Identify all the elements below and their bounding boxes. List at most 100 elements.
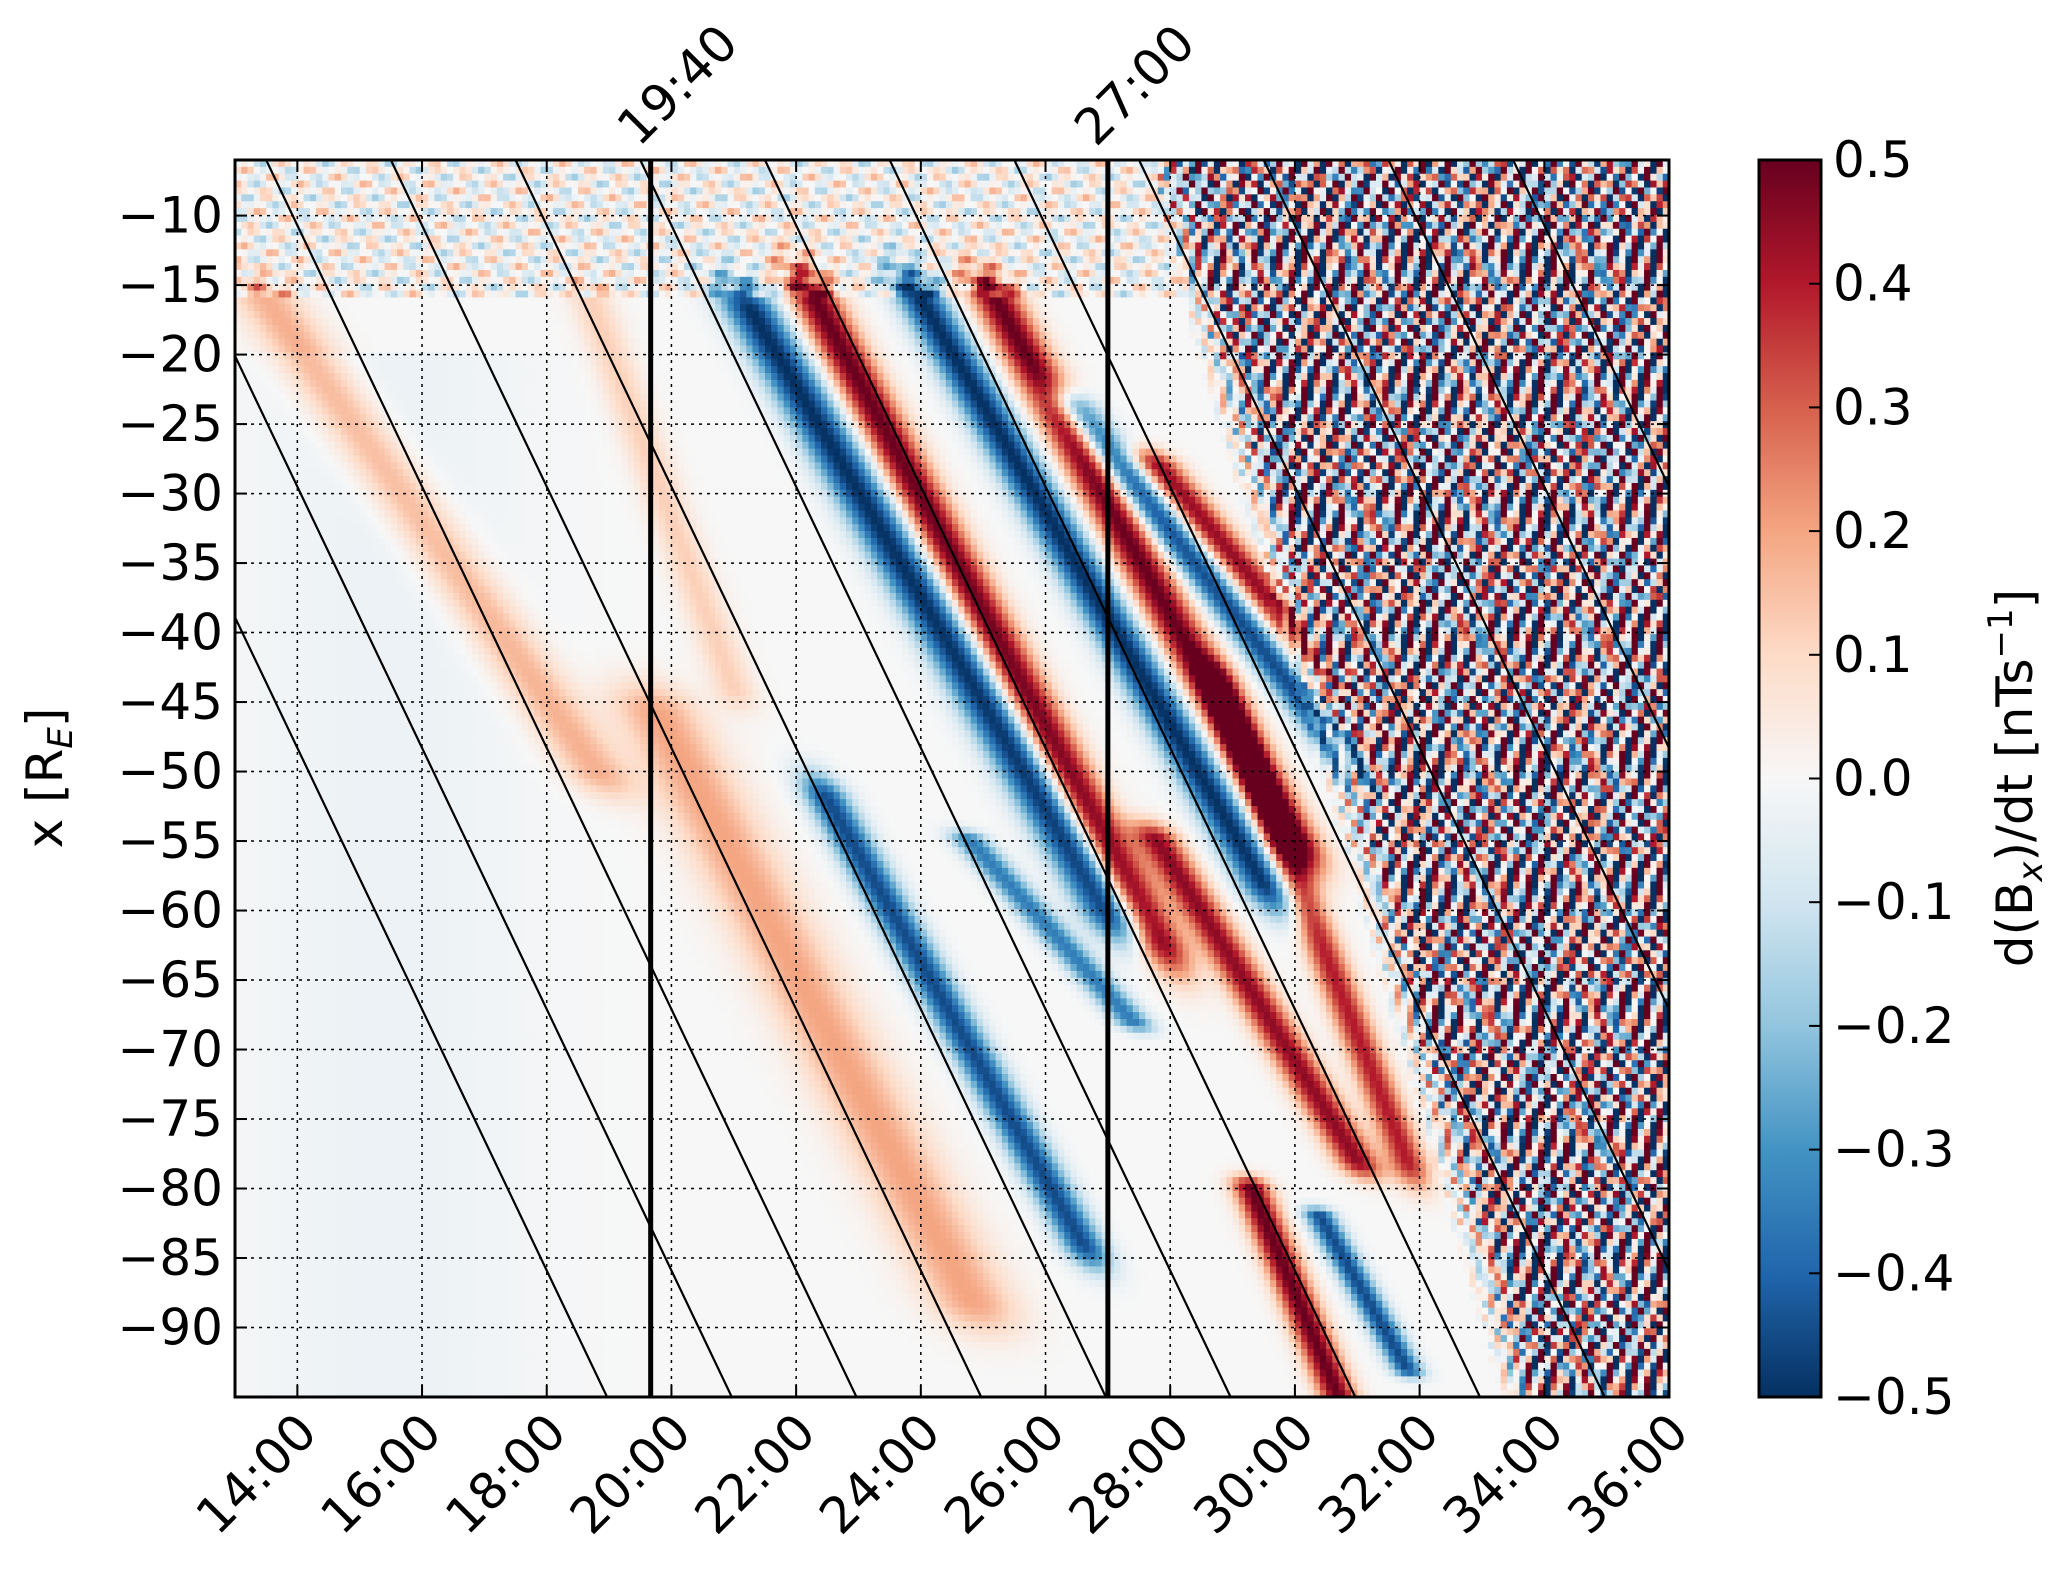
heatmap-cell: [659, 222, 666, 229]
heatmap-cell: [1426, 187, 1433, 194]
heatmap-cell: [1526, 222, 1533, 229]
heatmap-cell: [1476, 194, 1483, 201]
heatmap-cell: [260, 187, 267, 194]
heatmap-cell: [908, 181, 915, 188]
heatmap-cell: [1095, 222, 1102, 229]
heatmap-cell: [366, 201, 373, 208]
heatmap-cell: [759, 194, 766, 201]
heatmap-cell: [503, 222, 510, 229]
heatmap-cell: [603, 181, 610, 188]
heatmap-cell: [1632, 222, 1639, 229]
heatmap-cell: [1046, 181, 1053, 188]
heatmap-cell: [1195, 222, 1202, 229]
heatmap-cell: [247, 167, 254, 174]
heatmap-cell: [453, 201, 460, 208]
heatmap-cell: [1519, 208, 1526, 215]
heatmap-cell: [297, 181, 304, 188]
heatmap-cell: [840, 174, 847, 181]
heatmap-cell: [1507, 222, 1514, 229]
heatmap-cell: [784, 229, 791, 236]
heatmap-cell: [1551, 194, 1558, 201]
heatmap-cell: [1613, 174, 1620, 181]
heatmap-cell: [1432, 208, 1439, 215]
heatmap-cell: [428, 187, 435, 194]
heatmap-cell: [1120, 222, 1127, 229]
heatmap-cell: [1114, 229, 1121, 236]
heatmap-cell: [1133, 194, 1140, 201]
heatmap-cell: [1432, 174, 1439, 181]
heatmap-cell: [297, 194, 304, 201]
heatmap-cell: [989, 187, 996, 194]
heatmap-cell: [565, 201, 572, 208]
heatmap-cell: [304, 187, 311, 194]
heatmap-cell: [1114, 194, 1121, 201]
heatmap-cell: [1376, 167, 1383, 174]
heatmap-cell: [1214, 222, 1221, 229]
heatmap-cell: [634, 167, 641, 174]
heatmap-cell: [1270, 187, 1277, 194]
heatmap-cell: [1320, 187, 1327, 194]
heatmap-cell: [1195, 167, 1202, 174]
heatmap-cell: [478, 167, 485, 174]
heatmap-cell: [821, 194, 828, 201]
heatmap-cell: [410, 174, 417, 181]
heatmap-cell: [597, 229, 604, 236]
heatmap-cell: [1563, 208, 1570, 215]
heatmap-cell: [983, 167, 990, 174]
heatmap-cell: [316, 208, 323, 215]
heatmap-cell: [1544, 201, 1551, 208]
heatmap-cell: [1083, 187, 1090, 194]
heatmap-cell: [1326, 187, 1333, 194]
heatmap-cell: [622, 167, 629, 174]
heatmap-cell: [1563, 201, 1570, 208]
heatmap-cell: [1201, 222, 1208, 229]
heatmap-cell: [1058, 194, 1065, 201]
heatmap-cell: [1139, 201, 1146, 208]
heatmap-cell: [896, 194, 903, 201]
heatmap-cell: [553, 194, 560, 201]
heatmap-cell: [802, 222, 809, 229]
heatmap-cell: [740, 194, 747, 201]
heatmap-cell: [1339, 181, 1346, 188]
heatmap-cell: [1339, 194, 1346, 201]
heatmap-cell: [590, 222, 597, 229]
heatmap-cell: [927, 222, 934, 229]
heatmap-cell: [1326, 201, 1333, 208]
heatmap-cell: [1532, 187, 1539, 194]
heatmap-cell: [1052, 187, 1059, 194]
heatmap-cell: [1332, 208, 1339, 215]
heatmap-cell: [678, 222, 685, 229]
heatmap-cell: [565, 208, 572, 215]
heatmap-cell: [1201, 181, 1208, 188]
heatmap-cell: [310, 201, 317, 208]
heatmap-cell: [827, 201, 834, 208]
heatmap-cell: [466, 208, 473, 215]
heatmap-cell: [834, 229, 841, 236]
heatmap-cell: [410, 222, 417, 229]
heatmap-cell: [1463, 222, 1470, 229]
heatmap-cell: [522, 201, 529, 208]
heatmap-cell: [858, 229, 865, 236]
heatmap-cell: [1139, 222, 1146, 229]
heatmap-cell: [1625, 181, 1632, 188]
heatmap-cell: [572, 208, 579, 215]
heatmap-cell: [565, 229, 572, 236]
heatmap-cell: [584, 208, 591, 215]
heatmap-cell: [1276, 208, 1283, 215]
heatmap-cell: [1407, 222, 1414, 229]
heatmap-cell: [509, 187, 516, 194]
heatmap-cell: [1575, 187, 1582, 194]
heatmap-cell: [1426, 194, 1433, 201]
heatmap-cell: [441, 229, 448, 236]
heatmap-cell: [1351, 208, 1358, 215]
heatmap-cell: [1014, 194, 1021, 201]
heatmap-cell: [734, 187, 741, 194]
heatmap-cell: [690, 208, 697, 215]
heatmap-cell: [1226, 174, 1233, 181]
heatmap-cell: [254, 181, 261, 188]
heatmap-cell: [946, 208, 953, 215]
heatmap-cell: [1463, 194, 1470, 201]
heatmap-cell: [1501, 174, 1508, 181]
heatmap-cell: [1307, 194, 1314, 201]
heatmap-cell: [846, 174, 853, 181]
